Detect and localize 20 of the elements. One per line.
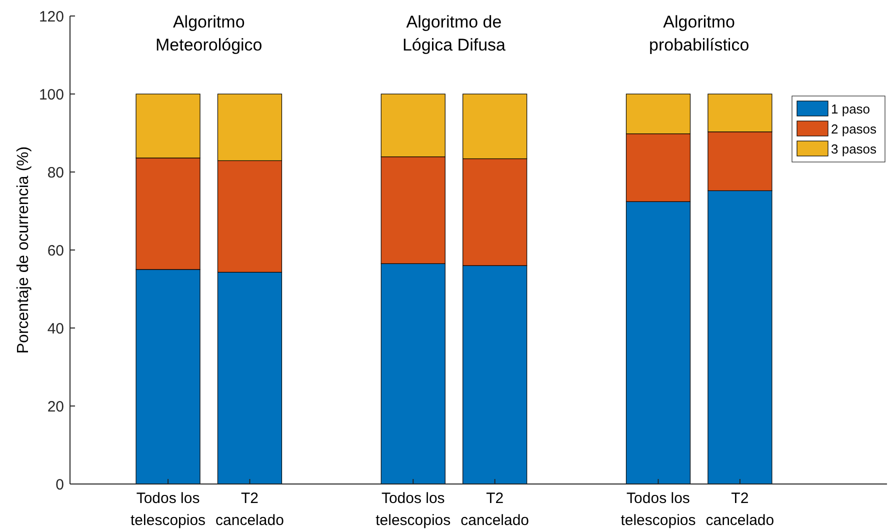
y-tick-label: 0 bbox=[56, 476, 64, 494]
y-tick-label: 20 bbox=[47, 398, 64, 416]
y-tick-label: 80 bbox=[47, 164, 64, 182]
annotation: Algoritmo Meteorológico bbox=[156, 12, 262, 55]
annotation: Algoritmo probabilístico bbox=[649, 12, 750, 55]
x-tick-label: T2 cancelado bbox=[460, 490, 530, 529]
x-tick-label: Todos los telescopios bbox=[376, 490, 451, 529]
annotation: Algoritmo de Lógica Difusa bbox=[402, 12, 506, 55]
y-axis-title: Porcentaje de ocurrencia (%) bbox=[15, 146, 32, 354]
y-tick-label: 120 bbox=[38, 8, 64, 26]
legend-label: 1 paso bbox=[831, 102, 870, 117]
legend-label: 2 pasos bbox=[831, 122, 878, 137]
x-tick-label: T2 cancelado bbox=[216, 490, 284, 529]
x-tick-label: T2 cancelado bbox=[706, 490, 774, 529]
x-tick-label: Todos los telescopios bbox=[130, 490, 206, 529]
y-tick-label: 40 bbox=[47, 320, 64, 338]
y-tick-label: 100 bbox=[38, 86, 64, 104]
x-tick-label: Todos los telescopios bbox=[620, 490, 696, 529]
legend-label: 3 pasos bbox=[831, 142, 878, 157]
y-tick-label: 60 bbox=[47, 242, 64, 260]
